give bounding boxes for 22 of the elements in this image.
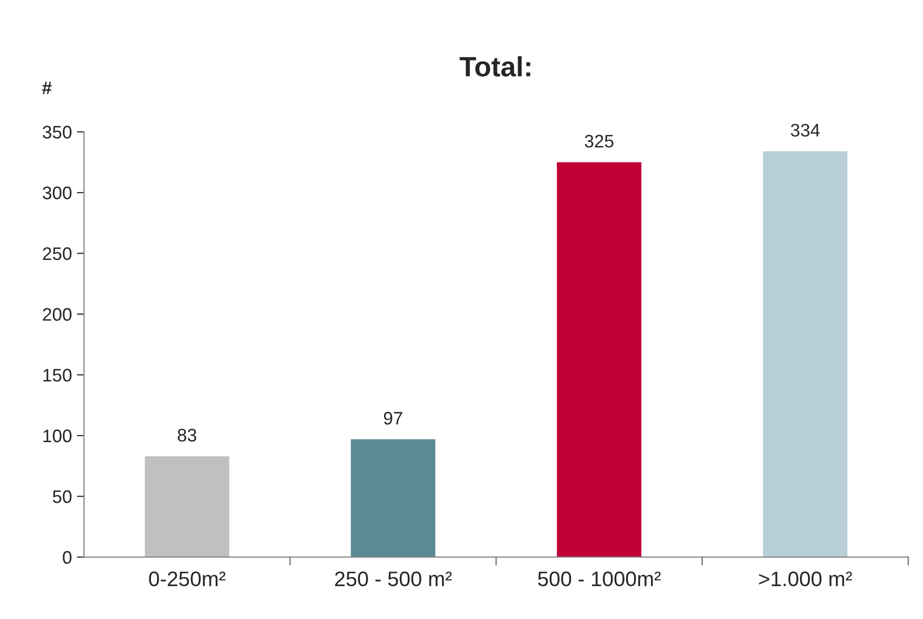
y-tick-label: 0 <box>62 551 72 564</box>
y-tick-label: 250 <box>42 247 72 260</box>
y-tick-label: 100 <box>43 430 72 442</box>
y-tick-label: 350 <box>42 126 72 139</box>
y-axis-title: # <box>42 82 52 94</box>
x-tick-label: >1.000 m² <box>759 572 852 586</box>
y-tick-label: 300 <box>42 186 72 200</box>
bar <box>762 151 848 558</box>
bar <box>144 456 230 558</box>
y-tick-label: 200 <box>42 308 72 321</box>
y-tick-label: 150 <box>43 368 72 382</box>
chart-title: Total: <box>460 56 530 77</box>
x-tick-label: 0-250m² <box>149 572 226 586</box>
data-label: 97 <box>384 412 402 425</box>
bar <box>556 162 642 558</box>
data-label: 334 <box>790 124 820 137</box>
y-tick-label: 50 <box>52 490 72 504</box>
bar <box>350 439 436 558</box>
x-tick-label: 250 - 500 m² <box>335 572 452 586</box>
x-tick-label: 500 - 1000m² <box>538 572 661 586</box>
data-label: 325 <box>584 134 614 148</box>
data-label: 83 <box>178 428 196 442</box>
